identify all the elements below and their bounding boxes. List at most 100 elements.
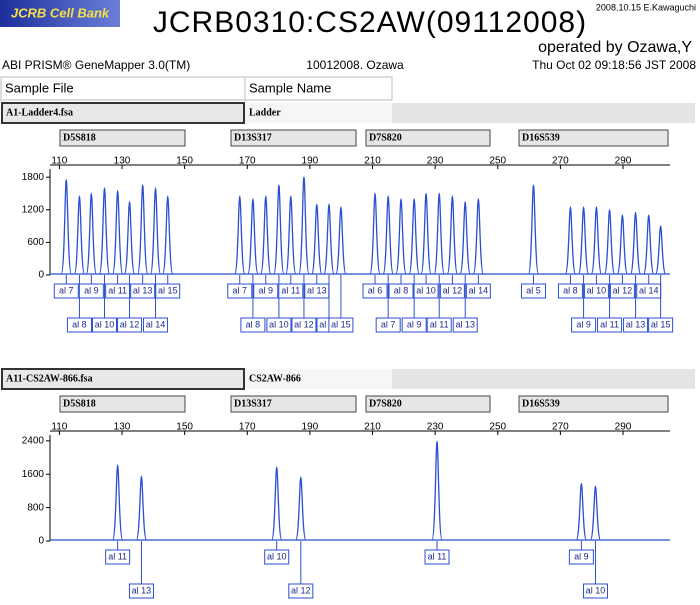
allele-label: al 9 [576,319,591,329]
allele-box [328,317,354,333]
peak [395,198,407,275]
y-tick-label: 800 [27,502,44,513]
allele-box [78,283,104,299]
allele-box [568,549,594,565]
sample-file: A11-CS2AW-866.fsa [6,373,93,384]
x-tick-label: 150 [176,422,193,433]
row-fill [392,103,695,123]
x-tick-label: 190 [302,156,319,167]
allele-label: al 13 [133,285,153,295]
allele-label: al 7 [381,319,396,329]
x-tick-label: 130 [114,422,131,433]
x-tick-label: 250 [489,156,506,167]
allele-label: al 9 [84,285,99,295]
peak [603,209,616,275]
y-tick-label: 1600 [22,469,45,480]
peak [527,184,540,275]
allele-label: al 11 [108,551,127,561]
peak [285,195,297,275]
allele-box [143,317,169,333]
peak [273,184,285,275]
sample-name: Ladder [249,107,281,118]
peak [616,214,629,275]
allele-label: al 10 [416,285,436,295]
x-tick-label: 170 [239,422,256,433]
allele-label: al 12 [443,285,463,295]
x-tick-label: 190 [302,422,319,433]
y-tick-label: 2400 [22,435,45,446]
marker-box [365,395,491,413]
marker-box [518,129,669,147]
peak [311,203,323,275]
marker-box [230,129,357,147]
marker-name: D7S820 [369,398,402,409]
allele-box [278,283,304,299]
allele-label: al 15 [158,285,178,295]
allele-label: al 8 [563,285,578,295]
marker-name: D13S317 [234,398,272,409]
peak [98,187,111,275]
sample-name-cell [245,369,392,389]
peak [149,187,162,275]
allele-label: al 10 [269,319,289,329]
peak [123,200,136,275]
x-tick-label: 270 [552,156,569,167]
peak [298,176,310,275]
peak [271,466,283,541]
allele-box [227,283,253,299]
peak [382,195,394,275]
marker-name: D7S820 [369,132,402,143]
x-tick-label: 270 [552,422,569,433]
allele-label: al 10 [267,551,287,561]
allele-box [288,583,314,599]
allele-box [439,283,465,299]
allele-label: al 8 [394,285,409,295]
allele-box [264,549,290,565]
allele-box [266,317,292,333]
allele-label: al 8 [72,319,87,329]
y-tick-label: 1200 [22,204,45,215]
sample-file-cell [1,102,245,124]
peak [162,195,174,275]
allele-box [426,317,452,333]
software: ABI PRISM® GeneMapper 3.0(TM) [2,58,190,72]
allele-label: al 14 [469,285,489,295]
y-tick-label: 0 [38,270,44,281]
allele-box [53,283,79,299]
allele-box [648,317,674,333]
column-title: Sample File [5,80,74,95]
marker-name: D16S539 [522,132,560,143]
allele-box [571,317,597,333]
logo-box [0,0,120,27]
marker-box [230,395,357,413]
timestamp: Thu Oct 02 09:18:56 JST 2008 [532,58,696,72]
allele-label: al 11 [108,285,127,295]
allele-label: al 7 [59,285,74,295]
marker-box [365,129,491,147]
allele-label: al 11 [281,285,300,295]
x-tick-label: 290 [615,156,632,167]
peak [472,198,485,275]
peak [643,214,655,275]
x-tick-label: 230 [427,156,444,167]
allele-label: al 12 [120,319,140,329]
sample-name: CS2AW-866 [249,373,301,384]
y-tick-label: 0 [38,536,44,547]
allele-box [253,283,279,299]
allele-box [623,317,649,333]
allele-box [413,283,439,299]
peak [135,475,148,541]
allele-label: al 12 [294,319,314,329]
peak [60,179,72,275]
peak [247,198,259,275]
allele-label: al 11 [600,319,619,329]
allele-box [240,317,266,333]
allele-box [465,283,491,299]
allele-label: al 9 [258,285,273,295]
allele-box [401,317,427,333]
peak [73,195,86,275]
allele-label: al 12 [291,585,311,595]
x-tick-label: 290 [615,422,632,433]
allele-box [609,283,635,299]
